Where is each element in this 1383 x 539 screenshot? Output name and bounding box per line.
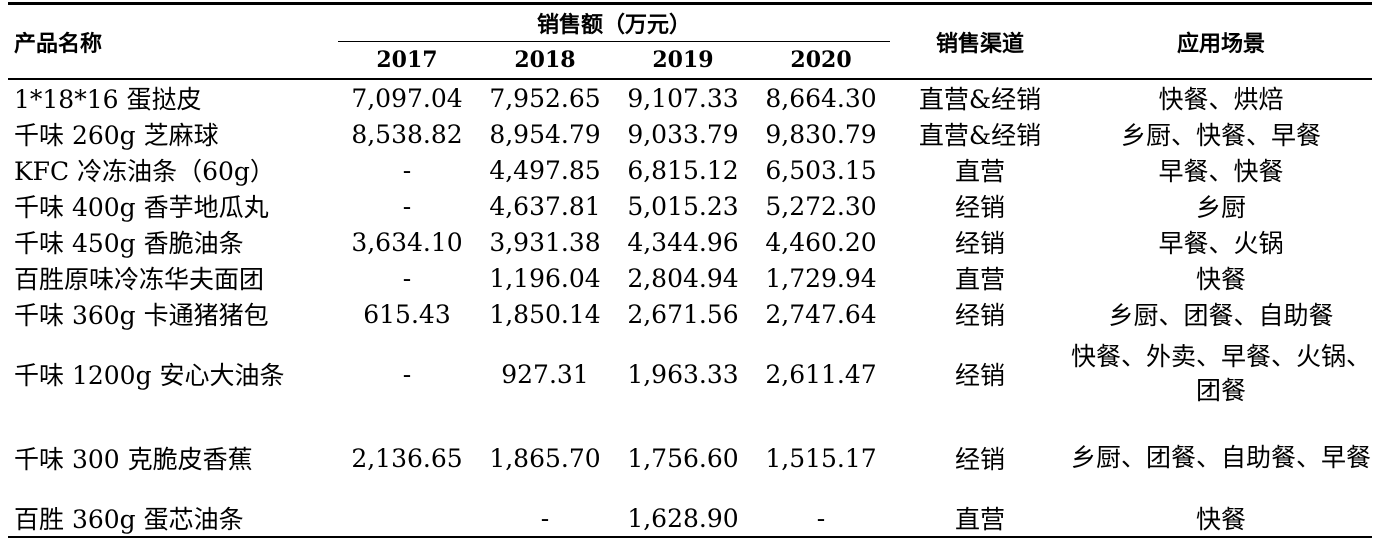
cell-sales-2017: 8,538.82 bbox=[351, 119, 463, 149]
cell-sales-2019: 9,033.79 bbox=[627, 119, 739, 149]
cell-sales-2020: - bbox=[816, 503, 826, 533]
cell-sales-2020: 4,460.20 bbox=[765, 227, 877, 257]
header-year-2020: 2020 bbox=[790, 47, 852, 73]
cell-channel: 经销 bbox=[955, 361, 1006, 390]
table-row: 千味 360g 卡通猪猪包 615.43 1,850.14 2,671.56 2… bbox=[8, 296, 1372, 332]
cell-sales-2019: 6,815.12 bbox=[627, 155, 739, 185]
cell-sales-2018: 3,931.38 bbox=[489, 227, 601, 257]
cell-sales-2019: 2,671.56 bbox=[627, 299, 739, 329]
cell-scenario: 快餐 bbox=[1196, 505, 1247, 534]
cell-product-name: 千味 260g 芝麻球 bbox=[14, 121, 219, 150]
cell-sales-2020: 9,830.79 bbox=[765, 119, 877, 149]
table-row: 百胜 360g 蛋芯油条 - 1,628.90 - 直营 快餐 bbox=[8, 500, 1373, 537]
cell-sales-2018: 8,954.79 bbox=[489, 119, 601, 149]
cell-sales-2020: 1,515.17 bbox=[765, 443, 877, 473]
table-row: 千味 400g 香芋地瓜丸 - 4,637.81 5,015.23 5,272.… bbox=[8, 188, 1372, 224]
cell-sales-2017: 615.43 bbox=[363, 299, 451, 329]
cell-sales-2019: 5,015.23 bbox=[627, 191, 739, 221]
cell-channel: 直营&经销 bbox=[918, 85, 1042, 114]
cell-sales-2017 bbox=[338, 500, 476, 537]
cell-sales-2018: 1,850.14 bbox=[489, 299, 601, 329]
cell-channel: 直营&经销 bbox=[918, 121, 1042, 150]
table-header: 产品名称 销售额（万元） 销售渠道 应用场景 2017 2018 2019 20… bbox=[8, 3, 1373, 79]
table-row: KFC 冷冻油条（60g） - 4,497.85 6,815.12 6,503.… bbox=[8, 152, 1372, 188]
table-row: 千味 450g 香脆油条 3,634.10 3,931.38 4,344.96 … bbox=[8, 224, 1372, 260]
cell-product-name: 千味 360g 卡通猪猪包 bbox=[14, 301, 269, 330]
cell-sales-2018: 4,637.81 bbox=[489, 191, 601, 221]
cell-sales-2020: 5,272.30 bbox=[765, 191, 877, 221]
cell-product-name: 千味 400g 香芋地瓜丸 bbox=[14, 193, 269, 222]
table-row: 百胜原味冷冻华夫面团 - 1,196.04 2,804.94 1,729.94 … bbox=[8, 260, 1372, 296]
header-sales-group: 销售额（万元） bbox=[338, 3, 891, 42]
cell-sales-2018: 4,497.85 bbox=[489, 155, 601, 185]
cell-scenario: 乡厨、团餐、自助餐、早餐 bbox=[1071, 443, 1372, 472]
cell-product-name: 千味 450g 香脆油条 bbox=[14, 229, 244, 258]
table-row: 1*18*16 蛋挞皮 7,097.04 7,952.65 9,107.33 8… bbox=[8, 79, 1372, 116]
cell-scenario: 早餐、快餐 bbox=[1158, 157, 1284, 186]
cell-scenario: 早餐、火锅 bbox=[1158, 229, 1284, 258]
cell-sales-2020: 6,503.15 bbox=[765, 155, 877, 185]
cell-scenario: 快餐、烘焙 bbox=[1158, 85, 1284, 114]
table-row: 千味 260g 芝麻球 8,538.82 8,954.79 9,033.79 9… bbox=[8, 116, 1372, 152]
cell-product-name: 百胜 360g 蛋芯油条 bbox=[14, 505, 244, 534]
cell-sales-2018: - bbox=[540, 503, 550, 533]
cell-sales-2019: 1,963.33 bbox=[627, 359, 739, 389]
cell-sales-2017: - bbox=[402, 263, 412, 293]
header-product: 产品名称 bbox=[14, 30, 103, 57]
cell-scenario: 乡厨、快餐、早餐 bbox=[1121, 121, 1322, 150]
cell-product-name: 1*18*16 蛋挞皮 bbox=[14, 85, 202, 114]
cell-sales-2018: 927.31 bbox=[501, 359, 589, 389]
header-scenario: 应用场景 bbox=[1177, 30, 1266, 57]
cell-product-name: 千味 1200g 安心大油条 bbox=[14, 361, 285, 390]
cell-scenario: 快餐 bbox=[1196, 265, 1247, 294]
cell-sales-2019: 2,804.94 bbox=[627, 263, 739, 293]
header-year-2019: 2019 bbox=[652, 47, 714, 73]
cell-sales-2020: 2,611.47 bbox=[765, 359, 877, 389]
cell-sales-2018: 1,196.04 bbox=[489, 263, 601, 293]
cell-sales-2019: 1,628.90 bbox=[627, 503, 739, 533]
cell-product-name: 百胜原味冷冻华夫面团 bbox=[14, 265, 265, 294]
cell-channel: 经销 bbox=[955, 301, 1006, 330]
cell-sales-2017: - bbox=[402, 191, 412, 221]
cell-sales-2017: 7,097.04 bbox=[351, 83, 463, 113]
table-row: 千味 1200g 安心大油条 - 927.31 1,963.33 2,611.4… bbox=[8, 332, 1372, 416]
table-row: 千味 300 克脆皮香蕉 2,136.65 1,865.70 1,756.60 … bbox=[8, 416, 1372, 500]
cell-sales-2018: 7,952.65 bbox=[489, 83, 601, 113]
cell-scenario: 乡厨、团餐、自助餐 bbox=[1108, 301, 1334, 330]
cell-sales-2019: 9,107.33 bbox=[627, 83, 739, 113]
cell-sales-2020: 1,729.94 bbox=[765, 263, 877, 293]
header-channel: 销售渠道 bbox=[936, 30, 1025, 57]
cell-sales-2020: 2,747.64 bbox=[765, 299, 877, 329]
cell-sales-2019: 4,344.96 bbox=[627, 227, 739, 257]
header-year-2018: 2018 bbox=[514, 47, 576, 73]
cell-product-name: KFC 冷冻油条（60g） bbox=[14, 157, 275, 186]
cell-channel: 经销 bbox=[955, 229, 1006, 258]
cell-channel: 直营 bbox=[955, 157, 1006, 186]
cell-sales-2018: 1,865.70 bbox=[489, 443, 601, 473]
cell-scenario: 快餐、外卖、早餐、火锅、团餐 bbox=[1071, 342, 1372, 405]
cell-sales-2017: - bbox=[402, 359, 412, 389]
cell-channel: 经销 bbox=[955, 193, 1006, 222]
table-body: 1*18*16 蛋挞皮 7,097.04 7,952.65 9,107.33 8… bbox=[8, 79, 1373, 537]
cell-scenario: 乡厨 bbox=[1196, 193, 1247, 222]
cell-channel: 直营 bbox=[955, 505, 1006, 534]
cell-sales-2017: 2,136.65 bbox=[351, 443, 463, 473]
cell-sales-2020: 8,664.30 bbox=[765, 83, 877, 113]
product-sales-table: 产品名称 销售额（万元） 销售渠道 应用场景 2017 2018 2019 20… bbox=[8, 2, 1373, 538]
cell-channel: 经销 bbox=[955, 445, 1006, 474]
cell-sales-2017: 3,634.10 bbox=[351, 227, 463, 257]
cell-product-name: 千味 300 克脆皮香蕉 bbox=[14, 445, 253, 474]
cell-sales-2017: - bbox=[402, 155, 412, 185]
header-year-2017: 2017 bbox=[376, 47, 438, 73]
cell-channel: 直营 bbox=[955, 265, 1006, 294]
cell-sales-2019: 1,756.60 bbox=[627, 443, 739, 473]
